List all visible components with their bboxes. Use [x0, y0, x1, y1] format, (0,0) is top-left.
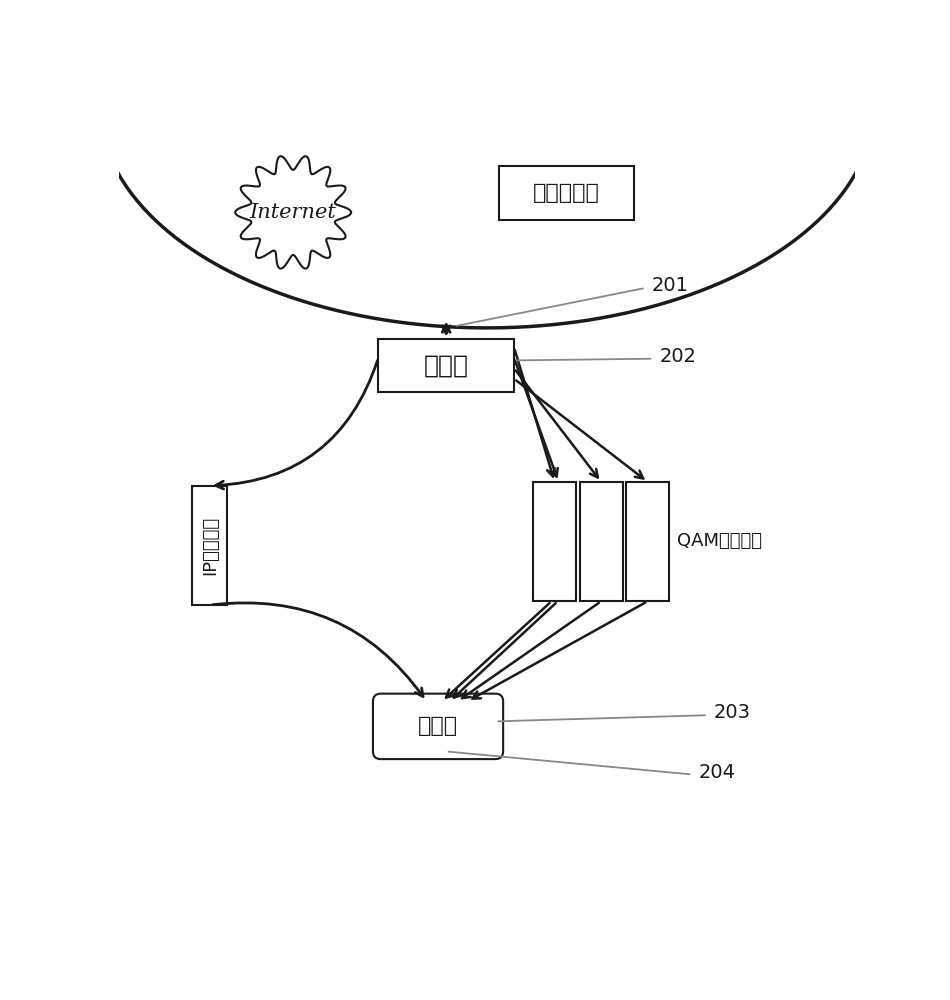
Text: QAM下行通道: QAM下行通道 — [676, 532, 762, 550]
Text: 接收端: 接收端 — [418, 716, 458, 736]
Bar — [580, 482, 622, 601]
FancyArrowPatch shape — [454, 603, 556, 698]
Bar — [192, 486, 227, 605]
FancyArrowPatch shape — [443, 325, 450, 334]
FancyArrowPatch shape — [472, 603, 645, 699]
Bar — [499, 166, 635, 220]
FancyArrowPatch shape — [516, 380, 643, 478]
Text: 202: 202 — [659, 347, 696, 366]
Bar — [533, 482, 576, 601]
FancyBboxPatch shape — [373, 694, 504, 759]
Text: 204: 204 — [698, 763, 735, 782]
Text: 203: 203 — [714, 703, 750, 722]
FancyArrowPatch shape — [216, 360, 377, 489]
Bar — [626, 482, 669, 601]
Text: 发送端: 发送端 — [424, 354, 468, 378]
FancyArrowPatch shape — [515, 350, 555, 477]
Text: 应用服务器: 应用服务器 — [533, 183, 599, 203]
Text: Internet: Internet — [250, 203, 336, 222]
FancyArrowPatch shape — [515, 360, 558, 477]
Text: 201: 201 — [652, 276, 689, 295]
FancyArrowPatch shape — [213, 603, 423, 697]
FancyArrowPatch shape — [462, 603, 598, 698]
Text: IP双向通道: IP双向通道 — [200, 516, 218, 575]
Bar — [378, 339, 514, 392]
FancyArrowPatch shape — [446, 603, 549, 698]
Polygon shape — [236, 156, 352, 269]
FancyArrowPatch shape — [516, 370, 598, 477]
